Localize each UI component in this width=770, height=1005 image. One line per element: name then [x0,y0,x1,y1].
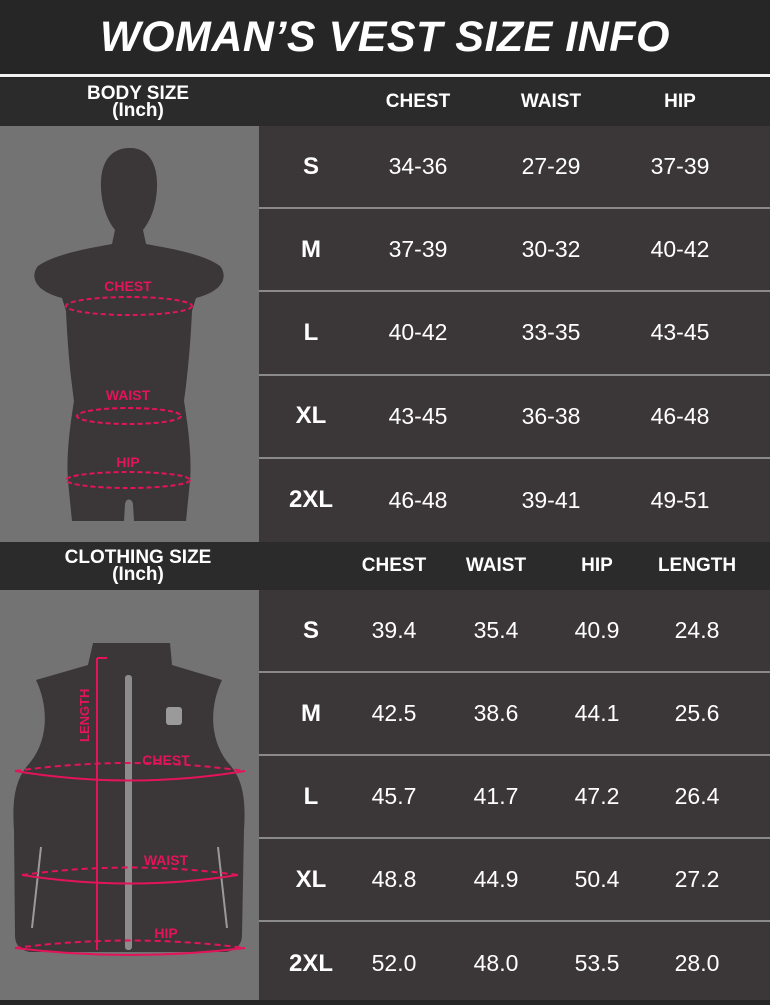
value-cell: 47.2 [574,783,620,809]
hip-label: HIP [116,454,139,470]
hip-label: HIP [154,925,177,941]
column-hip: HIP [581,555,613,576]
size-cell: S [302,616,320,644]
column-waist: WAIST [465,555,527,576]
value-cell: 52.0 [371,950,417,976]
value-cell: 53.5 [574,950,620,976]
value-cell: 27.2 [674,866,720,892]
value-cell: 24.8 [674,617,720,643]
value-cell: 37-39 [388,236,448,263]
value-cell: 43-45 [650,319,710,346]
vest-figure-panel: LENGTH CHEST WAIST HIP [0,590,259,1000]
size-cell: M [301,235,321,263]
body-size-header: BODY SIZE (Inch) CHEST WAIST HIP [0,78,770,126]
size-cell: XL [295,865,327,893]
value-cell: 39.4 [371,617,417,643]
size-cell: 2XL [288,949,334,977]
value-cell: 46-48 [650,402,710,429]
table-row: 2XL 52.0 48.0 53.5 28.0 [259,922,770,1005]
table-row: 2XL 46-48 39-41 49-51 [259,459,770,542]
column-hip: HIP [664,91,696,112]
value-cell: 44.1 [574,700,620,726]
vest-figure: LENGTH CHEST WAIST HIP [13,643,246,956]
value-cell: 36-38 [521,402,581,429]
value-cell: 27-29 [521,153,581,180]
value-cell: 25.6 [674,700,720,726]
value-cell: 43-45 [388,402,448,429]
size-cell: L [303,782,319,810]
column-chest: CHEST [361,555,427,576]
value-cell: 28.0 [674,950,720,976]
value-cell: 44.9 [473,866,519,892]
length-label: LENGTH [77,689,92,742]
waist-label: WAIST [144,852,189,868]
clothing-size-header: CLOTHING SIZE (Inch) CHEST WAIST HIP LENG… [0,542,770,590]
size-cell: M [301,699,321,727]
value-cell: 49-51 [650,486,710,513]
value-cell: 41.7 [473,783,519,809]
table-row: M 37-39 30-32 40-42 [259,209,770,293]
value-cell: 30-32 [521,236,581,263]
column-length: LENGTH [657,555,737,576]
chest-label: CHEST [142,752,190,768]
value-cell: 40-42 [650,236,710,263]
size-cell: L [303,318,319,346]
size-cell: 2XL [288,486,334,514]
value-cell: 46-48 [388,486,448,513]
value-cell: 26.4 [674,783,720,809]
size-cell: XL [295,402,327,430]
table-row: XL 48.8 44.9 50.4 27.2 [259,839,770,922]
column-chest: CHEST [385,91,451,112]
table-row: L 45.7 41.7 47.2 26.4 [259,756,770,839]
column-waist: WAIST [520,91,582,112]
value-cell: 39-41 [521,486,581,513]
divider [0,74,770,77]
table-row: M 42.5 38.6 44.1 25.6 [259,673,770,756]
value-cell: 35.4 [473,617,519,643]
value-cell: 40-42 [388,319,448,346]
clothing-size-label: CLOTHING SIZE (Inch) [64,547,212,585]
size-cell: S [302,152,320,180]
page-title: WOMAN’S VEST SIZE INFO [0,0,770,74]
body-figure: CHEST WAIST HIP [34,148,224,521]
body-size-table: S 34-36 27-29 37-39 M 37-39 30-32 40-42 L 40-42 33… [259,126,770,542]
value-cell: 50.4 [574,866,620,892]
value-cell: 40.9 [574,617,620,643]
value-cell: 37-39 [650,153,710,180]
waist-label: WAIST [106,387,151,403]
value-cell: 34-36 [388,153,448,180]
body-figure-panel: CHEST WAIST HIP [0,126,259,542]
table-row: S 34-36 27-29 37-39 [259,126,770,210]
value-cell: 48.0 [473,950,519,976]
value-cell: 38.6 [473,700,519,726]
value-cell: 48.8 [371,866,417,892]
chest-label: CHEST [104,278,152,294]
value-cell: 45.7 [371,783,417,809]
value-cell: 42.5 [371,700,417,726]
value-cell: 33-35 [521,319,581,346]
table-row: L 40-42 33-35 43-45 [259,292,770,376]
clothing-size-table: S 39.4 35.4 40.9 24.8 M 42.5 38.6 44.1 25.6 L 45.7 4… [259,590,770,1000]
body-size-label: BODY SIZE (Inch) [86,83,190,121]
table-row: XL 43-45 36-38 46-48 [259,376,770,459]
table-row: S 39.4 35.4 40.9 24.8 [259,590,770,673]
